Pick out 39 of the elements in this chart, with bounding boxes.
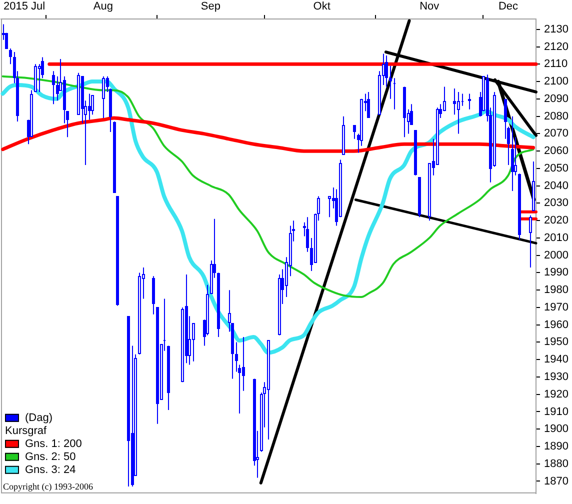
y-tick-label: 2030 xyxy=(544,197,568,210)
y-tick-label: 2100 xyxy=(544,76,568,88)
y-tick-label: 2130 xyxy=(544,23,568,36)
x-tick-label: Dec xyxy=(498,0,518,12)
y-tick-label: 1960 xyxy=(544,318,568,331)
x-tick-label: Sep xyxy=(200,0,220,12)
y-tick-label: 1980 xyxy=(544,284,568,296)
y-tick-label: 1900 xyxy=(544,423,568,436)
y-tick-label: 1940 xyxy=(544,354,568,366)
x-tick-label: Okt xyxy=(313,0,330,12)
annotation: Copyright (c) 1993-2006 xyxy=(3,481,94,492)
legend-title: Kursgraf xyxy=(5,424,48,437)
y-tick-label: 2110 xyxy=(544,58,568,70)
legend-label: Gns. 1: 200 xyxy=(25,438,82,450)
x-tick-label: Nov xyxy=(420,0,440,12)
x-tick-label: 2015 Jul xyxy=(4,0,46,12)
legend-label: Gns. 2: 50 xyxy=(25,450,76,463)
y-tick-label: 2050 xyxy=(544,162,568,174)
y-tick-label: 2060 xyxy=(544,145,568,158)
y-tick-label: 1880 xyxy=(544,458,568,470)
y-tick-label: 1910 xyxy=(544,406,568,418)
y-tick-label: 2010 xyxy=(544,232,568,244)
y-tick-label: 1970 xyxy=(544,301,568,314)
y-tick-label: 1990 xyxy=(544,266,568,279)
y-tick-label: 2090 xyxy=(544,92,568,105)
y-tick-label: 2120 xyxy=(544,40,568,53)
y-tick-label: 1870 xyxy=(544,475,568,488)
y-tick-label: 2040 xyxy=(544,180,568,192)
y-tick-label: 2020 xyxy=(544,214,568,227)
y-tick-label: 2080 xyxy=(544,110,568,122)
y-tick-label: 2000 xyxy=(544,249,568,262)
y-tick-label: 2070 xyxy=(544,128,568,140)
y-tick-label: 1920 xyxy=(544,388,568,400)
legend-label: (Dag) xyxy=(25,412,53,424)
y-tick-label: 1950 xyxy=(544,336,568,348)
legend-label: Gns. 3: 24 xyxy=(25,464,76,476)
x-tick-label: Aug xyxy=(93,0,113,12)
y-tick-label: 1890 xyxy=(544,440,568,453)
y-tick-label: 1930 xyxy=(544,371,568,384)
